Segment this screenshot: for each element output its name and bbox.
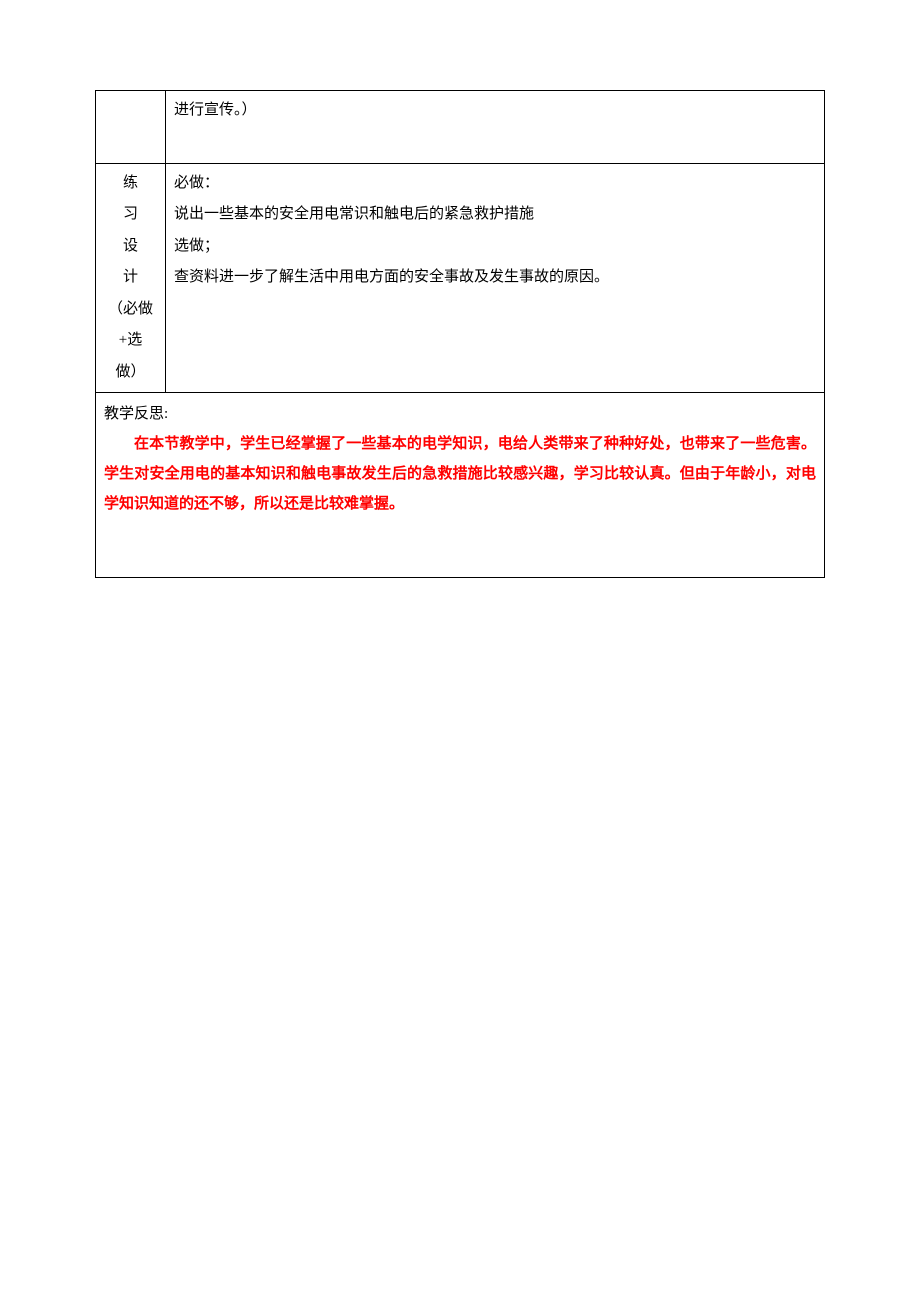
row2-label-6: +选 bbox=[98, 325, 163, 357]
table-row: 教学反思: 在本节教学中，学生已经掌握了一些基本的电学知识，电给人类带来了种种好… bbox=[96, 393, 825, 578]
reflection-title: 教学反思: bbox=[104, 399, 816, 429]
row1-text: 进行宣传。） bbox=[174, 95, 816, 127]
lesson-plan-table: 进行宣传。） 练 习 设 计 （必做 +选 做） 必做： 说出一些基本的安全用电… bbox=[95, 90, 825, 578]
row2-label-cell: 练 习 设 计 （必做 +选 做） bbox=[96, 163, 166, 393]
table-row: 练 习 设 计 （必做 +选 做） 必做： 说出一些基本的安全用电常识和触电后的… bbox=[96, 163, 825, 393]
row2-label-7: 做） bbox=[98, 357, 163, 389]
row2-content-cell: 必做： 说出一些基本的安全用电常识和触电后的紧急救护措施 选做； 查资料进一步了… bbox=[166, 163, 825, 393]
row2-line4: 查资料进一步了解生活中用电方面的安全事故及发生事故的原因。 bbox=[174, 262, 816, 294]
row2-label-3: 设 bbox=[98, 231, 163, 263]
row1-content-cell: 进行宣传。） bbox=[166, 91, 825, 164]
row1-label-cell bbox=[96, 91, 166, 164]
row2-label-4: 计 bbox=[98, 262, 163, 294]
row2-label-2: 习 bbox=[98, 199, 163, 231]
table-row: 进行宣传。） bbox=[96, 91, 825, 164]
row2-label-1: 练 bbox=[98, 168, 163, 200]
row2-label-5: （必做 bbox=[98, 294, 163, 326]
row2-line2: 说出一些基本的安全用电常识和触电后的紧急救护措施 bbox=[174, 199, 816, 231]
row2-line3: 选做； bbox=[174, 231, 816, 263]
reflection-cell: 教学反思: 在本节教学中，学生已经掌握了一些基本的电学知识，电给人类带来了种种好… bbox=[96, 393, 825, 578]
reflection-body: 在本节教学中，学生已经掌握了一些基本的电学知识，电给人类带来了种种好处，也带来了… bbox=[104, 429, 816, 519]
row2-line1: 必做： bbox=[174, 168, 816, 200]
